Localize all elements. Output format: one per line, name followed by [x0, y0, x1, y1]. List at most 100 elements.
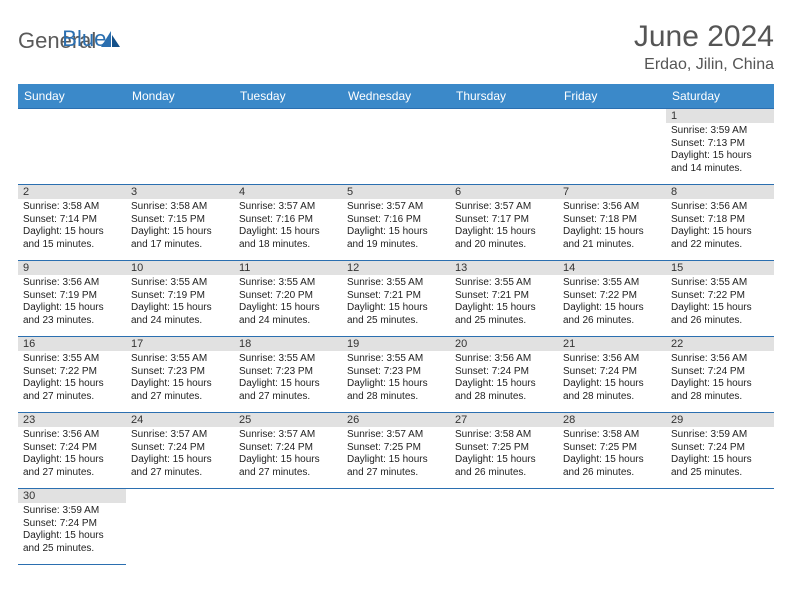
logo: General Blue	[18, 28, 106, 54]
day-number: 3	[126, 185, 234, 199]
sunset-text: Sunset: 7:21 PM	[347, 290, 445, 303]
daylight-text: Daylight: 15 hours and 24 minutes.	[131, 302, 229, 327]
sunrise-text: Sunrise: 3:55 AM	[671, 277, 769, 290]
calendar-cell	[450, 489, 558, 565]
calendar-cell: 8Sunrise: 3:56 AMSunset: 7:18 PMDaylight…	[666, 185, 774, 261]
calendar-cell	[126, 489, 234, 565]
day-content: Sunrise: 3:59 AMSunset: 7:24 PMDaylight:…	[18, 503, 126, 558]
day-content: Sunrise: 3:55 AMSunset: 7:23 PMDaylight:…	[342, 351, 450, 406]
day-number: 13	[450, 261, 558, 275]
day-number	[450, 109, 558, 123]
sunset-text: Sunset: 7:22 PM	[563, 290, 661, 303]
calendar-cell	[450, 109, 558, 185]
calendar-cell: 11Sunrise: 3:55 AMSunset: 7:20 PMDayligh…	[234, 261, 342, 337]
calendar-cell: 4Sunrise: 3:57 AMSunset: 7:16 PMDaylight…	[234, 185, 342, 261]
sunrise-text: Sunrise: 3:55 AM	[347, 353, 445, 366]
sunrise-text: Sunrise: 3:57 AM	[347, 429, 445, 442]
sunrise-text: Sunrise: 3:56 AM	[563, 201, 661, 214]
sunset-text: Sunset: 7:24 PM	[131, 442, 229, 455]
day-content: Sunrise: 3:55 AMSunset: 7:20 PMDaylight:…	[234, 275, 342, 330]
day-number: 9	[18, 261, 126, 275]
daylight-text: Daylight: 15 hours and 26 minutes.	[671, 302, 769, 327]
calendar-cell: 29Sunrise: 3:59 AMSunset: 7:24 PMDayligh…	[666, 413, 774, 489]
sunset-text: Sunset: 7:23 PM	[239, 366, 337, 379]
calendar-cell: 25Sunrise: 3:57 AMSunset: 7:24 PMDayligh…	[234, 413, 342, 489]
day-content: Sunrise: 3:57 AMSunset: 7:16 PMDaylight:…	[342, 199, 450, 254]
day-number	[126, 489, 234, 491]
calendar-cell: 22Sunrise: 3:56 AMSunset: 7:24 PMDayligh…	[666, 337, 774, 413]
calendar-row: 2Sunrise: 3:58 AMSunset: 7:14 PMDaylight…	[18, 185, 774, 261]
day-number	[666, 489, 774, 491]
daylight-text: Daylight: 15 hours and 26 minutes.	[455, 454, 553, 479]
day-number: 5	[342, 185, 450, 199]
day-number: 1	[666, 109, 774, 123]
daylight-text: Daylight: 15 hours and 27 minutes.	[131, 454, 229, 479]
daylight-text: Daylight: 15 hours and 19 minutes.	[347, 226, 445, 251]
sunrise-text: Sunrise: 3:56 AM	[23, 429, 121, 442]
weekday-header: Wednesday	[342, 84, 450, 109]
sunset-text: Sunset: 7:22 PM	[23, 366, 121, 379]
sunrise-text: Sunrise: 3:55 AM	[563, 277, 661, 290]
day-content: Sunrise: 3:57 AMSunset: 7:24 PMDaylight:…	[126, 427, 234, 482]
day-number	[558, 489, 666, 491]
day-number: 27	[450, 413, 558, 427]
day-content: Sunrise: 3:57 AMSunset: 7:25 PMDaylight:…	[342, 427, 450, 482]
day-number: 19	[342, 337, 450, 351]
daylight-text: Daylight: 15 hours and 18 minutes.	[239, 226, 337, 251]
calendar-cell	[342, 489, 450, 565]
calendar-cell: 26Sunrise: 3:57 AMSunset: 7:25 PMDayligh…	[342, 413, 450, 489]
day-number: 28	[558, 413, 666, 427]
sunset-text: Sunset: 7:25 PM	[347, 442, 445, 455]
day-number: 11	[234, 261, 342, 275]
sunrise-text: Sunrise: 3:57 AM	[347, 201, 445, 214]
day-content: Sunrise: 3:56 AMSunset: 7:18 PMDaylight:…	[666, 199, 774, 254]
sunrise-text: Sunrise: 3:58 AM	[23, 201, 121, 214]
sunset-text: Sunset: 7:16 PM	[347, 214, 445, 227]
daylight-text: Daylight: 15 hours and 24 minutes.	[239, 302, 337, 327]
sunrise-text: Sunrise: 3:56 AM	[23, 277, 121, 290]
daylight-text: Daylight: 15 hours and 14 minutes.	[671, 150, 769, 175]
day-number: 10	[126, 261, 234, 275]
daylight-text: Daylight: 15 hours and 25 minutes.	[23, 530, 121, 555]
daylight-text: Daylight: 15 hours and 28 minutes.	[563, 378, 661, 403]
daylight-text: Daylight: 15 hours and 27 minutes.	[239, 454, 337, 479]
day-content: Sunrise: 3:57 AMSunset: 7:24 PMDaylight:…	[234, 427, 342, 482]
daylight-text: Daylight: 15 hours and 15 minutes.	[23, 226, 121, 251]
day-number: 12	[342, 261, 450, 275]
calendar-row: 1Sunrise: 3:59 AMSunset: 7:13 PMDaylight…	[18, 109, 774, 185]
calendar-cell	[558, 109, 666, 185]
day-content: Sunrise: 3:55 AMSunset: 7:19 PMDaylight:…	[126, 275, 234, 330]
day-number: 2	[18, 185, 126, 199]
sunrise-text: Sunrise: 3:55 AM	[239, 277, 337, 290]
calendar-cell	[126, 109, 234, 185]
location: Erdao, Jilin, China	[634, 56, 774, 74]
calendar-cell: 17Sunrise: 3:55 AMSunset: 7:23 PMDayligh…	[126, 337, 234, 413]
calendar-cell: 9Sunrise: 3:56 AMSunset: 7:19 PMDaylight…	[18, 261, 126, 337]
day-content: Sunrise: 3:57 AMSunset: 7:16 PMDaylight:…	[234, 199, 342, 254]
sunrise-text: Sunrise: 3:59 AM	[671, 125, 769, 138]
sunset-text: Sunset: 7:14 PM	[23, 214, 121, 227]
sunset-text: Sunset: 7:24 PM	[671, 442, 769, 455]
sunrise-text: Sunrise: 3:55 AM	[131, 277, 229, 290]
day-content: Sunrise: 3:58 AMSunset: 7:15 PMDaylight:…	[126, 199, 234, 254]
calendar-row: 23Sunrise: 3:56 AMSunset: 7:24 PMDayligh…	[18, 413, 774, 489]
sunrise-text: Sunrise: 3:58 AM	[455, 429, 553, 442]
sunset-text: Sunset: 7:24 PM	[455, 366, 553, 379]
logo-text-blue: Blue	[62, 26, 106, 52]
calendar-row: 16Sunrise: 3:55 AMSunset: 7:22 PMDayligh…	[18, 337, 774, 413]
daylight-text: Daylight: 15 hours and 27 minutes.	[23, 454, 121, 479]
day-content: Sunrise: 3:55 AMSunset: 7:22 PMDaylight:…	[558, 275, 666, 330]
calendar-table: Sunday Monday Tuesday Wednesday Thursday…	[18, 84, 774, 565]
calendar-cell: 3Sunrise: 3:58 AMSunset: 7:15 PMDaylight…	[126, 185, 234, 261]
day-number: 20	[450, 337, 558, 351]
daylight-text: Daylight: 15 hours and 27 minutes.	[239, 378, 337, 403]
day-number: 7	[558, 185, 666, 199]
day-number: 23	[18, 413, 126, 427]
daylight-text: Daylight: 15 hours and 21 minutes.	[563, 226, 661, 251]
calendar-cell: 21Sunrise: 3:56 AMSunset: 7:24 PMDayligh…	[558, 337, 666, 413]
sunset-text: Sunset: 7:24 PM	[239, 442, 337, 455]
calendar-cell: 19Sunrise: 3:55 AMSunset: 7:23 PMDayligh…	[342, 337, 450, 413]
day-number: 24	[126, 413, 234, 427]
sunset-text: Sunset: 7:16 PM	[239, 214, 337, 227]
daylight-text: Daylight: 15 hours and 27 minutes.	[131, 378, 229, 403]
